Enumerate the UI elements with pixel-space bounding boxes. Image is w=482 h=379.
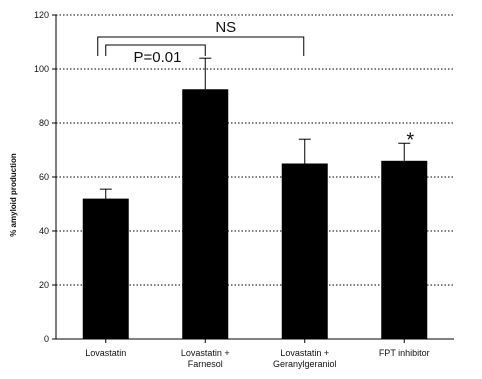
x-category-label: Lovastatin — [85, 348, 126, 358]
ns-label: NS — [215, 19, 236, 36]
significance-star: * — [406, 129, 414, 151]
y-tick-label: 20 — [39, 280, 49, 290]
x-category-label: FPT inhibitor — [379, 348, 430, 358]
y-tick-label: 0 — [44, 334, 49, 344]
x-category-label: Geranylgeraniol — [273, 359, 337, 369]
bar — [82, 198, 129, 339]
y-ticks: 0 20 40 60 80 100 120 — [34, 10, 56, 344]
bar — [281, 163, 328, 339]
y-tick-label: 120 — [34, 10, 49, 20]
x-category-label: Farnesol — [188, 359, 223, 369]
ns-bracket — [97, 36, 305, 56]
bars — [82, 57, 428, 339]
p-value-bracket — [105, 44, 206, 56]
y-tick-label: 100 — [34, 64, 49, 74]
x-category-label: Lovastatin + — [280, 348, 329, 358]
x-category-labels: Lovastatin Lovastatin +FarnesolLovastatin… — [85, 339, 430, 369]
annotations: P=0.01 NS * — [97, 19, 414, 151]
y-tick-label: 80 — [39, 118, 49, 128]
y-tick-label: 60 — [39, 172, 49, 182]
bar — [182, 89, 229, 339]
p-value-label: P=0.01 — [134, 49, 182, 66]
y-tick-label: 40 — [39, 226, 49, 236]
bar — [381, 160, 428, 339]
y-axis-title: % amyloid production — [9, 153, 18, 237]
x-category-label: Lovastatin + — [181, 348, 230, 358]
